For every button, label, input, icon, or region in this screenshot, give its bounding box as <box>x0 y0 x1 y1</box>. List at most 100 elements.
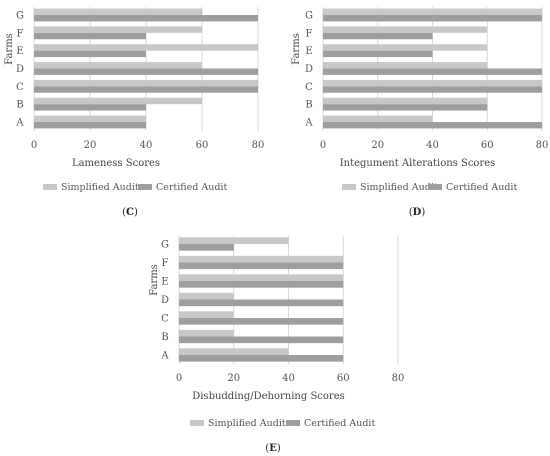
x-tick-label: 20 <box>371 140 384 151</box>
bar-certified-c <box>179 318 344 325</box>
y-tick-label: E <box>305 46 312 57</box>
x-tick-label: 0 <box>31 140 37 151</box>
legend-label: Simplified Audit <box>208 418 286 429</box>
bar-certified-d <box>323 68 542 75</box>
y-tick-label: E <box>16 46 23 57</box>
bar-certified-e <box>323 50 433 58</box>
bar-certified-d <box>34 68 258 75</box>
bar-simplified-e <box>179 274 344 281</box>
legend-label: Certified Audit <box>304 418 375 429</box>
legend-label: Simplified Audit <box>61 182 139 193</box>
bar-certified-g <box>323 15 542 22</box>
bar-simplified-f <box>34 26 202 33</box>
legend-label: Certified Audit <box>156 182 227 193</box>
y-tick-label: A <box>160 351 169 362</box>
legend-swatch <box>428 184 442 190</box>
y-axis-label: Farms <box>4 33 15 65</box>
x-tick-label: 80 <box>536 140 549 151</box>
legend-swatch <box>342 184 356 190</box>
bar-certified-f <box>34 32 146 40</box>
y-tick-label: A <box>15 118 24 129</box>
legend-swatch <box>43 184 57 190</box>
x-tick-label: 80 <box>252 140 265 151</box>
x-tick-label: 40 <box>282 373 295 384</box>
x-tick-label: 60 <box>196 140 209 151</box>
bar-simplified-a <box>323 115 433 122</box>
y-tick-label: G <box>16 11 24 22</box>
y-tick-label: C <box>16 82 24 93</box>
x-tick-label: 80 <box>392 373 405 384</box>
x-tick-label: 0 <box>320 140 326 151</box>
bar-certified-b <box>34 104 146 111</box>
y-tick-label: D <box>16 64 24 75</box>
bar-certified-b <box>323 104 488 111</box>
y-tick-label: D <box>305 64 313 75</box>
bar-simplified-a <box>34 115 146 122</box>
legend-swatch <box>286 420 300 426</box>
y-tick-label: G <box>305 11 313 22</box>
y-tick-label: E <box>161 277 168 288</box>
bar-certified-d <box>179 299 344 307</box>
bar-simplified-b <box>323 97 488 105</box>
x-tick-label: 40 <box>140 140 153 151</box>
x-tick-label: 60 <box>481 140 494 151</box>
bar-certified-a <box>179 355 344 362</box>
x-tick-label: 20 <box>84 140 97 151</box>
bar-certified-b <box>179 336 344 344</box>
bar-simplified-e <box>34 44 258 51</box>
bar-simplified-b <box>34 97 202 105</box>
bar-simplified-f <box>179 255 344 263</box>
x-axis-label: Disbudding/Dehorning Scores <box>192 391 345 402</box>
panel-label: (D) <box>409 207 426 218</box>
bar-simplified-d <box>179 292 234 300</box>
x-tick-label: 60 <box>337 373 350 384</box>
x-axis-label: Lameness Scores <box>72 158 160 169</box>
bar-certified-g <box>179 244 234 251</box>
y-tick-label: G <box>161 240 169 251</box>
bar-simplified-c <box>323 79 542 87</box>
y-tick-label: C <box>305 82 313 93</box>
bar-certified-f <box>179 262 344 270</box>
bar-simplified-b <box>179 329 234 337</box>
legend-swatch <box>138 184 152 190</box>
y-tick-label: B <box>16 100 23 111</box>
bar-certified-e <box>34 50 146 58</box>
bar-certified-e <box>179 281 344 288</box>
bar-simplified-d <box>34 62 202 69</box>
bar-simplified-f <box>323 26 488 33</box>
y-axis-label: Farms <box>291 33 302 65</box>
y-tick-label: F <box>306 28 313 39</box>
legend-swatch <box>190 420 204 426</box>
bar-simplified-e <box>323 44 488 51</box>
bar-certified-c <box>323 86 542 93</box>
panel-label: (C) <box>122 207 138 218</box>
y-tick-label: F <box>17 28 24 39</box>
bar-certified-a <box>323 122 542 129</box>
bar-certified-c <box>34 86 258 93</box>
bar-simplified-a <box>179 348 289 355</box>
legend-label: Simplified Audit <box>360 182 438 193</box>
bar-certified-a <box>34 122 146 129</box>
x-tick-label: 0 <box>176 373 182 384</box>
x-tick-label: 40 <box>426 140 439 151</box>
bar-certified-g <box>34 15 258 22</box>
bar-simplified-g <box>179 237 289 244</box>
y-tick-label: A <box>304 118 313 129</box>
bar-simplified-d <box>323 62 488 69</box>
bar-simplified-c <box>179 311 234 318</box>
bar-simplified-g <box>34 8 202 15</box>
y-tick-label: D <box>161 295 169 306</box>
y-axis-label: Farms <box>149 264 160 296</box>
bar-certified-f <box>323 32 433 40</box>
y-tick-label: C <box>161 314 169 325</box>
y-tick-label: B <box>305 100 312 111</box>
y-tick-label: B <box>161 332 168 343</box>
x-tick-label: 20 <box>227 373 240 384</box>
panel-label: (E) <box>265 443 281 454</box>
y-tick-label: F <box>162 258 169 269</box>
legend-label: Certified Audit <box>446 182 517 193</box>
